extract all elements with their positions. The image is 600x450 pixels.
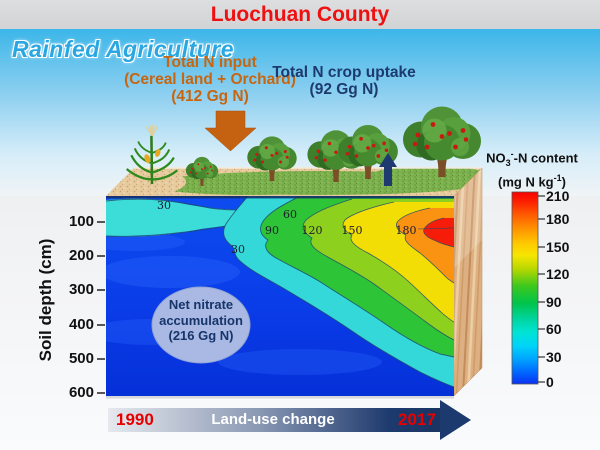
corn-plant-icon (125, 124, 179, 185)
colorbar (511, 191, 545, 385)
n-uptake-line2: (92 Gg N) (309, 81, 379, 98)
depth-axis-ticks (97, 221, 105, 394)
depth-tick-500: 500 (68, 350, 94, 367)
colorbar-title-line2: (mg N kg-1) (498, 172, 566, 190)
net-accumulation-circle (151, 286, 251, 364)
n-input-down-arrow-icon (204, 110, 257, 152)
n-input-annotation: Total N input (Cereal land + Orchard) (4… (110, 54, 310, 105)
contour-label-180: 180 (395, 224, 417, 237)
n-input-line2: (Cereal land + Orchard) (124, 71, 296, 88)
depth-tick-300: 300 (68, 281, 94, 298)
timeline-label: Land-use change (211, 411, 335, 428)
depth-tick-400: 400 (68, 316, 94, 333)
orchard-tree-5 (403, 106, 481, 177)
contour-label-60: 60 (283, 208, 297, 221)
colorbar-tick-0: 0 (546, 374, 554, 390)
crop-uptake-up-arrow-icon (379, 153, 397, 186)
contour-label-150: 150 (341, 224, 363, 237)
n-uptake-line1: Total N crop uptake (272, 64, 416, 81)
nitrate-contour-plot (106, 196, 454, 396)
scene-label: Rainfed Agriculture (12, 36, 235, 62)
contour-label-90: 90 (265, 224, 279, 237)
timeline-arrow-icon (108, 400, 471, 440)
block-bottom-shadow (106, 396, 454, 399)
depth-axis-label: Soil depth (cm) (36, 238, 55, 362)
colorbar-title-line1: NO3--N content (486, 149, 578, 168)
soil-block-side-face (453, 167, 483, 397)
n-uptake-annotation: Total N crop uptake (92 Gg N) (264, 64, 424, 98)
colorbar-tick-30: 30 (546, 349, 562, 365)
net-accumulation-text: Net nitrate accumulation (216 Gg N) (149, 297, 253, 344)
depth-tick-600: 600 (68, 384, 94, 401)
contour-label-30b: 30 (231, 243, 245, 256)
title-bar (0, 0, 600, 29)
colorbar-tick-180: 180 (546, 211, 570, 227)
net-accumulation-line3: (216 Gg N) (168, 328, 234, 343)
timeline-start-year: 1990 (116, 410, 154, 429)
colorbar-tick-150: 150 (546, 239, 570, 255)
timeline-end-year: 2017 (398, 410, 436, 429)
figure-title: Luochuan County (210, 3, 390, 26)
n-input-line3: (412 Gg N) (171, 88, 249, 105)
colorbar-tick-60: 60 (546, 321, 562, 337)
depth-tick-200: 200 (68, 247, 94, 264)
contour-label-120: 120 (301, 224, 323, 237)
colorbar-tick-90: 90 (546, 294, 562, 310)
colorbar-tick-210: 210 (546, 188, 570, 204)
colorbar-tick-120: 120 (546, 266, 570, 282)
depth-tick-100: 100 (68, 213, 94, 230)
soil-block-top-face (106, 167, 482, 196)
net-accumulation-line1: Net nitrate (168, 297, 234, 312)
colorbar-title: NO3--N content (mg N kg-1) (477, 147, 587, 189)
contour-label-30a: 30 (157, 199, 171, 212)
n-input-line1: Total N input (163, 54, 257, 71)
net-accumulation-line2: accumulation (159, 312, 243, 328)
